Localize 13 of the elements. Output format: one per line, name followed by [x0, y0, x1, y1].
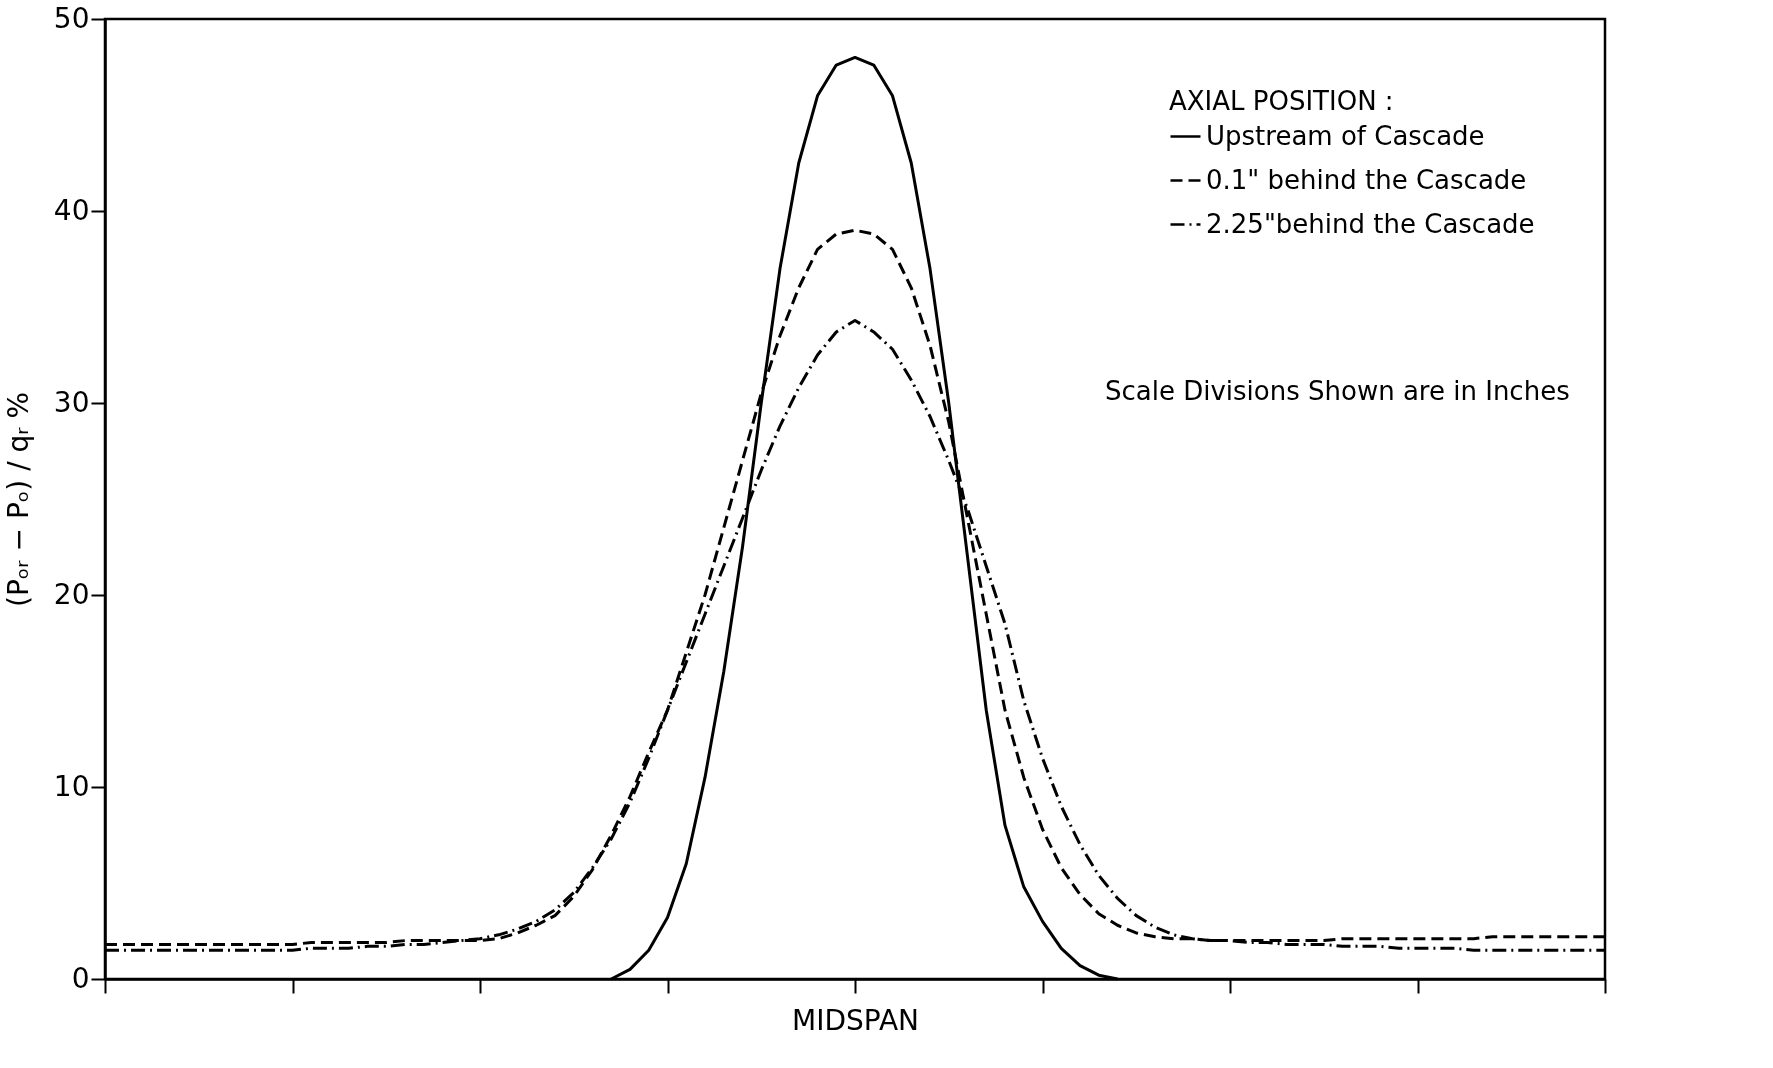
legend-label: 0.1" behind the Cascade	[1206, 164, 1527, 195]
y-tick-label: 50	[53, 1, 90, 35]
legend-label: 2.25"behind the Cascade	[1206, 208, 1535, 239]
y-axis-title: (Pₒᵣ − Pₒ) / qᵣ %	[1, 391, 35, 608]
legend-title: AXIAL POSITION :	[1169, 86, 1394, 116]
y-tick-label: 10	[53, 769, 90, 803]
y-tick-label: 30	[53, 385, 90, 419]
y-tick-label: 40	[53, 193, 90, 227]
x-tick-label: MIDSPAN	[792, 1003, 919, 1037]
annotation: Scale Divisions Shown are in Inches	[1105, 376, 1570, 406]
y-tick-label: 20	[53, 577, 90, 611]
y-tick-label: 0	[71, 961, 90, 995]
legend-label: Upstream of Cascade	[1206, 120, 1485, 151]
